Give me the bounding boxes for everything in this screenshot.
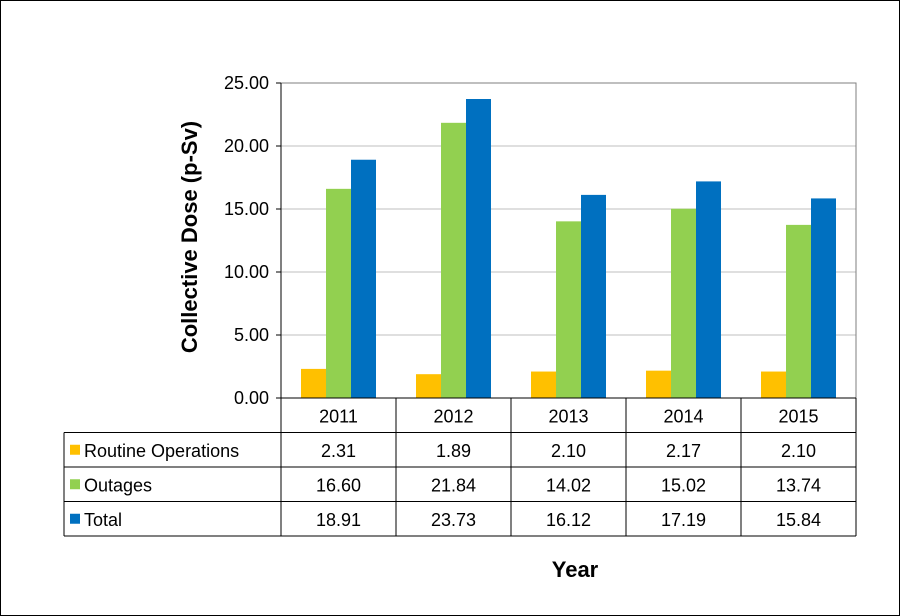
x-tick-label: 2012 — [433, 406, 473, 426]
data-label: 18.91 — [316, 510, 361, 530]
axes: 0.00 5.00 10.00 15.00 20.00 25.00 — [224, 73, 857, 408]
bar-routine-operations-2014 — [646, 370, 671, 398]
data-label: 15.84 — [776, 510, 821, 530]
bar-total-2012 — [466, 99, 491, 398]
y-tick-label: 0.00 — [234, 388, 269, 408]
legend-key-routine-operations — [70, 444, 80, 455]
bar-total-2011 — [351, 159, 376, 398]
y-tick-label: 10.00 — [224, 262, 269, 282]
bar-outages-2011 — [326, 188, 351, 398]
x-tick-label: 2014 — [663, 406, 703, 426]
bar-total-2015 — [811, 198, 836, 398]
data-label: 2.31 — [321, 441, 356, 461]
data-label: 14.02 — [546, 475, 591, 495]
x-axis-title: Year — [552, 557, 599, 582]
y-tick-label: 15.00 — [224, 199, 269, 219]
y-tick-label: 20.00 — [224, 136, 269, 156]
y-axis-title: Collective Dose (p-Sv) — [177, 121, 202, 353]
x-tick-label: 2011 — [319, 406, 358, 426]
data-table: 2011 2012 2013 2014 2015 Routine Operations 2.… — [63, 397, 857, 537]
data-label: 2.10 — [551, 441, 586, 461]
data-label: 21.84 — [431, 475, 476, 495]
bar-outages-2012 — [441, 122, 466, 398]
data-label: 23.73 — [431, 510, 476, 530]
bars — [301, 99, 836, 398]
data-label: 13.74 — [776, 475, 821, 495]
x-tick-label: 2015 — [778, 406, 818, 426]
data-label: 17.19 — [661, 510, 706, 530]
legend-key-outages — [70, 479, 80, 490]
bar-outages-2015 — [786, 224, 811, 398]
bar-routine-operations-2013 — [531, 371, 556, 398]
bar-routine-operations-2015 — [761, 371, 786, 398]
data-label: 2.17 — [666, 441, 701, 461]
data-label: 2.10 — [781, 441, 816, 461]
x-tick-label: 2013 — [548, 406, 588, 426]
data-label: 16.12 — [546, 510, 591, 530]
bar-outages-2014 — [671, 208, 696, 398]
legend-label: Outages — [84, 475, 152, 495]
y-tick-label: 25.00 — [224, 73, 269, 93]
data-label: 16.60 — [316, 475, 361, 495]
bar-total-2013 — [581, 194, 606, 398]
data-label: 1.89 — [436, 441, 471, 461]
bar-routine-operations-2011 — [301, 368, 326, 398]
bar-total-2014 — [696, 181, 721, 398]
legend-key-total — [70, 513, 80, 524]
legend-label: Routine Operations — [84, 441, 239, 461]
y-tick-label: 5.00 — [234, 325, 269, 345]
legend-label: Total — [84, 510, 122, 530]
bar-outages-2013 — [556, 221, 581, 398]
bar-routine-operations-2012 — [416, 374, 441, 398]
data-label: 15.02 — [661, 475, 706, 495]
